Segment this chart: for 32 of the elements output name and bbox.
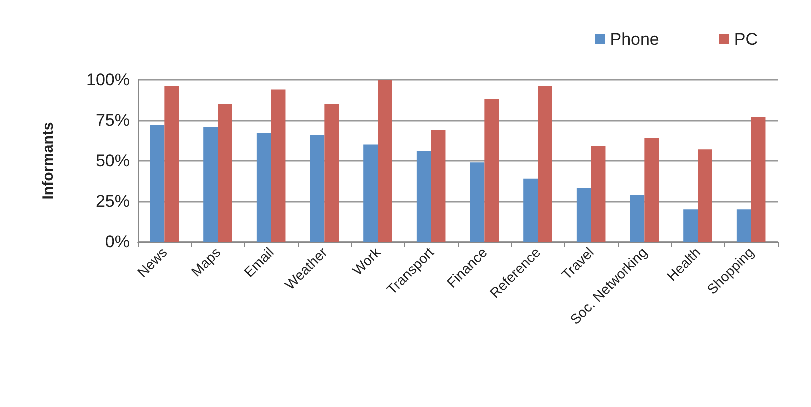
bar (591, 146, 606, 242)
bar (431, 130, 446, 242)
bar (416, 151, 432, 242)
bar (164, 86, 180, 242)
bar (218, 104, 232, 242)
bar (324, 104, 340, 242)
bar (684, 210, 698, 242)
bar (736, 210, 752, 242)
y-tick-label: 75% (96, 111, 130, 130)
bar (524, 178, 538, 242)
bar (576, 188, 592, 242)
bar (538, 86, 552, 242)
y-tick-label: 50% (96, 152, 130, 170)
bar (310, 135, 325, 242)
legend-label: Phone (610, 30, 660, 49)
y-tick-label: 0% (105, 232, 130, 252)
bar (150, 125, 165, 242)
bar (470, 162, 485, 242)
bar (204, 126, 218, 242)
bar (271, 90, 286, 242)
bar (364, 144, 378, 242)
bar (698, 150, 712, 242)
bar (256, 133, 272, 242)
bar (484, 99, 500, 242)
y-axis-title: Informants (40, 122, 57, 200)
y-tick-label: 100% (86, 70, 130, 90)
y-tick-label: 25% (96, 192, 130, 211)
bar (751, 117, 766, 242)
legend-label: PC (734, 30, 758, 49)
bar (630, 195, 645, 242)
bar (378, 80, 392, 242)
bar (644, 138, 660, 242)
